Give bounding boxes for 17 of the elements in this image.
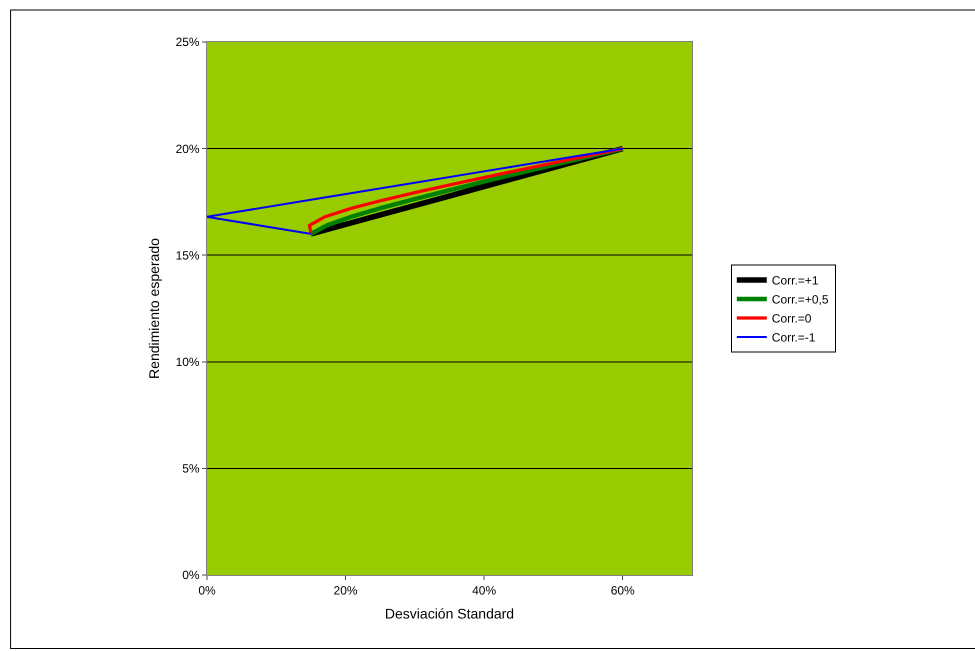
y-tick-label: 15% [176,248,200,262]
x-tick-label: 60% [610,583,636,598]
line-series [207,148,624,235]
y-tick-label: 20% [176,142,200,156]
x-tick-label: 20% [334,583,358,598]
legend-label: Corr.=+0,5 [772,292,829,307]
x-tick-label: 40% [472,583,496,598]
legend-label: Corr.=0 [772,312,812,326]
y-tick-label: 10% [176,355,200,369]
y-tick-label: 25% [176,35,200,50]
legend-label: Corr.=+1 [772,274,819,288]
x-axis-title: Desviación Standard [384,606,514,622]
legend-label: Corr.=-1 [772,330,816,345]
x-tick-label: 0% [198,583,216,598]
y-tick-label: 0% [182,568,200,582]
y-tick-label: 5% [182,462,200,476]
y-axis-title: Rendimiento esperado [146,238,162,379]
